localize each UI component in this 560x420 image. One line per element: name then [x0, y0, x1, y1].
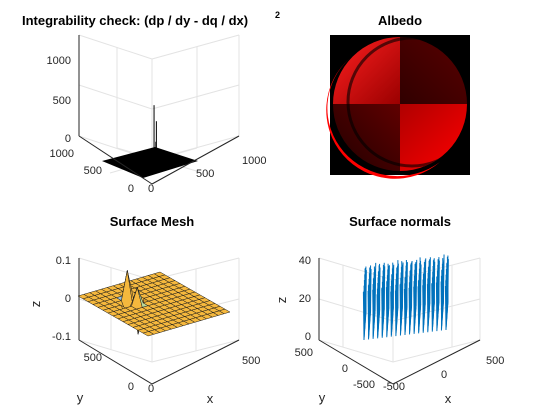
albedo-title: Albedo	[378, 13, 422, 28]
mesh-y-label: y	[77, 390, 84, 405]
integrability-y-tick: 500	[84, 165, 102, 177]
mesh-y-axis	[78, 339, 153, 385]
integrability-y-axis	[78, 135, 153, 185]
mesh-z-tick: -0.1	[52, 331, 71, 343]
normal-vector	[413, 288, 416, 334]
integrability-z-tick: 0	[65, 133, 71, 145]
mesh-y-tick: 500	[84, 352, 102, 364]
mesh-surface	[77, 270, 231, 337]
normal-vector	[431, 283, 433, 332]
normal-vector	[417, 286, 420, 334]
normals-x-label: x	[445, 391, 452, 406]
normals-z-tick: 40	[299, 255, 311, 267]
integrability-grid-line	[151, 34, 240, 60]
integrability-back-frame	[78, 35, 240, 161]
normal-vector	[440, 283, 443, 331]
integrability-grid-line	[151, 84, 240, 110]
normal-vector	[427, 286, 429, 333]
normals-quiver	[362, 254, 449, 341]
mesh-x-tick: 0	[148, 383, 154, 395]
normal-vector	[403, 288, 406, 336]
normals-grid-line	[318, 257, 394, 281]
normal-vector	[390, 291, 392, 337]
normals-y-tick: 0	[342, 363, 348, 375]
normals-x-tick: 500	[486, 355, 504, 367]
integrability-title-superscript: 2	[275, 10, 280, 20]
integrability-grid-line	[78, 84, 153, 110]
panel-mesh: Surface Mesh 0.1 0 -0.1 z 500 0 y 0 500 …	[28, 214, 260, 406]
normals-title: Surface normals	[349, 214, 451, 229]
normals-y-tick: 500	[295, 347, 313, 359]
normals-y-label: y	[319, 390, 326, 405]
mesh-x-tick: 500	[242, 355, 260, 367]
normals-y-axis	[318, 339, 394, 385]
integrability-x-axis	[151, 135, 240, 185]
integrability-x-tick: 500	[196, 168, 214, 180]
integrability-y-tick: 0	[128, 183, 134, 195]
mesh-x-label: x	[207, 391, 214, 406]
mesh-face	[218, 308, 231, 314]
mesh-z-tick: 0.1	[56, 255, 71, 267]
normals-x-tick: -500	[383, 381, 405, 393]
integrability-x-tick: 1000	[242, 155, 266, 167]
integrability-floor-surface	[102, 147, 198, 178]
normal-vector	[386, 289, 388, 338]
normal-vector	[399, 291, 402, 336]
albedo-sphere	[333, 37, 467, 171]
mesh-title: Surface Mesh	[110, 214, 195, 229]
panel-integrability: Integrability check: (dp / dy - dq / dx)…	[22, 10, 280, 195]
normals-y-tick: -500	[353, 379, 375, 391]
normal-vector	[362, 291, 365, 341]
mesh-x-axis	[151, 339, 240, 385]
mesh-z-label: z	[28, 301, 43, 308]
normals-z-tick: 20	[299, 293, 311, 305]
integrability-grid-line	[78, 34, 153, 60]
integrability-spikes	[153, 105, 157, 164]
normals-z-tick: 0	[305, 331, 311, 343]
normals-x-axis	[392, 339, 481, 385]
mesh-grid-line	[78, 257, 153, 281]
normals-grid-line	[318, 298, 394, 322]
normal-vector	[444, 285, 447, 331]
normal-vector	[372, 291, 375, 339]
panel-albedo: Albedo	[326, 13, 470, 179]
integrability-y-tick: 1000	[50, 148, 74, 160]
integrability-title: Integrability check: (dp / dy - dq / dx)	[22, 13, 248, 28]
normal-vector	[376, 294, 379, 339]
normals-x-tick: 0	[441, 369, 447, 381]
mesh-y-tick: 0	[128, 381, 134, 393]
integrability-z-tick: 500	[53, 95, 71, 107]
integrability-x-tick: 0	[148, 183, 154, 195]
mesh-z-tick: 0	[65, 293, 71, 305]
integrability-z-tick: 1000	[47, 55, 71, 67]
normals-z-label: z	[274, 297, 289, 304]
panel-normals: Surface normals 40 20 0 z 500 0 -500 y -…	[274, 214, 504, 406]
